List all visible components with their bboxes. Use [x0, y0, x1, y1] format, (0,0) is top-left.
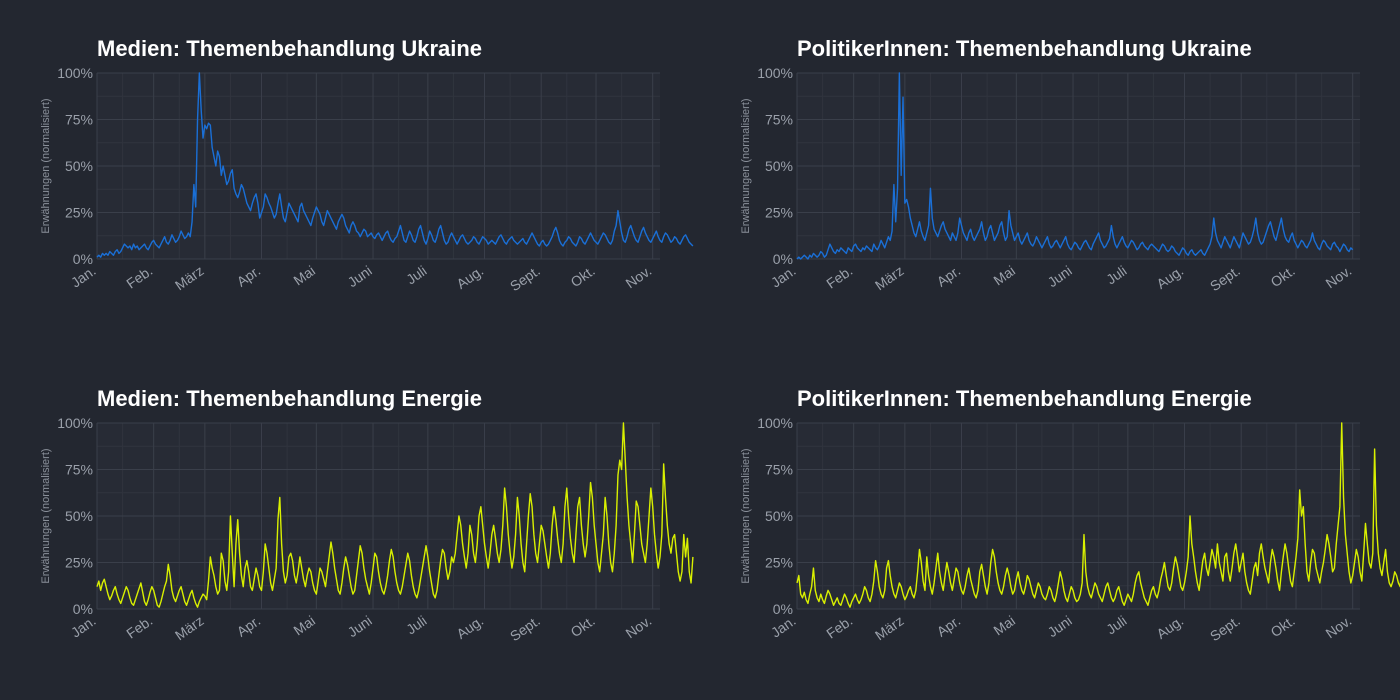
x-tick-label: Feb.	[823, 612, 855, 641]
y-tick-label: 100%	[757, 415, 793, 431]
y-tick-label: 0%	[73, 251, 93, 267]
x-tick-label: Okt.	[1268, 262, 1298, 290]
y-tick-label: 25%	[65, 205, 93, 221]
x-tick-label: Feb.	[123, 262, 155, 291]
chart-title: Medien: Themenbehandlung Ukraine	[97, 36, 483, 61]
x-tick-label: Juni	[345, 612, 375, 640]
x-tick-label: März	[872, 612, 907, 643]
y-axis-label: Erwähnungen (normalisiert)	[740, 98, 752, 233]
chart-svg: 0%25%50%75%100%Jan. Feb. März Apr. Mai Juni Ju…	[740, 415, 1400, 644]
x-tick-label: Juli	[403, 612, 429, 637]
y-tick-label: 75%	[65, 112, 93, 128]
y-axis-label: Erwähnungen (normalisiert)	[40, 448, 52, 583]
x-tick-label: Mai	[290, 612, 318, 638]
y-tick-label: 25%	[65, 555, 93, 571]
x-tick-label: Sept.	[1207, 612, 1243, 644]
y-tick-label: 75%	[765, 462, 793, 478]
x-tick-label: März	[172, 262, 207, 293]
y-tick-label: 50%	[65, 158, 93, 174]
chart-svg: 0%25%50%75%100%Jan. Feb. März Apr. Mai Juni Ju…	[740, 65, 1360, 294]
x-tick-label: Feb.	[123, 612, 155, 641]
x-tick-label: Nov.	[1323, 262, 1355, 291]
x-tick-label: Apr.	[234, 612, 264, 639]
x-tick-label: Aug.	[1153, 262, 1186, 292]
y-tick-label: 75%	[765, 112, 793, 128]
y-axis-label: Erwähnungen (normalisiert)	[740, 448, 752, 583]
chart-title: PolitikerInnen: Themenbehandlung Energie	[797, 386, 1252, 411]
y-tick-label: 0%	[73, 601, 93, 617]
x-tick-label: Sept.	[507, 612, 543, 644]
y-tick-label: 0%	[773, 601, 793, 617]
x-tick-label: Juli	[1103, 262, 1129, 287]
chart-panel-politiker-energie: PolitikerInnen: Themenbehandlung Energie…	[700, 350, 1400, 700]
y-tick-label: 50%	[765, 158, 793, 174]
y-tick-label: 100%	[57, 415, 93, 431]
chart-svg: 0%25%50%75%100%Jan. Feb. März Apr. Mai Juni Ju…	[40, 65, 694, 294]
y-tick-label: 25%	[765, 555, 793, 571]
series-line	[796, 72, 1354, 260]
x-tick-label: Mai	[990, 612, 1018, 638]
y-tick-label: 100%	[57, 65, 93, 81]
y-tick-label: 50%	[65, 508, 93, 524]
x-tick-label: Mai	[990, 262, 1018, 288]
x-tick-label: Feb.	[823, 262, 855, 291]
y-tick-label: 100%	[757, 65, 793, 81]
y-axis-label: Erwähnungen (normalisiert)	[40, 98, 52, 233]
x-tick-label: Apr.	[234, 262, 264, 289]
chart-title: PolitikerInnen: Themenbehandlung Ukraine	[797, 36, 1252, 61]
x-tick-label: Apr.	[934, 612, 964, 639]
chart-panel-medien-energie: Medien: Themenbehandlung Energie 0% 25% 50…	[0, 350, 700, 700]
x-tick-label: Juni	[1045, 612, 1075, 640]
y-tick-label: 25%	[765, 205, 793, 221]
x-tick-label: Nov.	[1323, 612, 1355, 641]
x-tick-label: Okt.	[568, 262, 598, 290]
x-tick-label: Juli	[403, 262, 429, 287]
x-tick-label: Okt.	[568, 612, 598, 640]
chart-title: Medien: Themenbehandlung Energie	[97, 386, 483, 411]
x-tick-label: Apr.	[934, 262, 964, 289]
x-tick-label: Juli	[1103, 612, 1129, 637]
series-line	[96, 72, 694, 258]
series-line	[96, 422, 694, 608]
chart-panel-medien-ukraine: Medien: Themenbehandlung Ukraine 0% 25% 50…	[0, 0, 700, 350]
x-tick-label: Juni	[345, 262, 375, 290]
series-line	[796, 422, 1400, 608]
x-tick-label: Nov.	[623, 262, 655, 291]
x-tick-label: März	[172, 612, 207, 643]
chart-svg: 0%25%50%75%100%Jan. Feb. März Apr. Mai Juni Ju…	[40, 415, 694, 644]
x-tick-label: Okt.	[1268, 612, 1298, 640]
x-tick-label: März	[872, 262, 907, 293]
x-tick-label: Sept.	[507, 262, 543, 294]
x-tick-label: Aug.	[1153, 612, 1186, 642]
x-tick-label: Sept.	[1207, 262, 1243, 294]
x-tick-label: Aug.	[453, 612, 486, 642]
y-tick-label: 0%	[773, 251, 793, 267]
y-tick-label: 75%	[65, 462, 93, 478]
x-tick-label: Nov.	[623, 612, 655, 641]
x-tick-label: Juni	[1045, 262, 1075, 290]
x-tick-label: Mai	[290, 262, 318, 288]
chart-panel-politiker-ukraine: PolitikerInnen: Themenbehandlung Ukraine…	[700, 0, 1400, 350]
y-tick-label: 50%	[765, 508, 793, 524]
x-tick-label: Aug.	[453, 262, 486, 292]
